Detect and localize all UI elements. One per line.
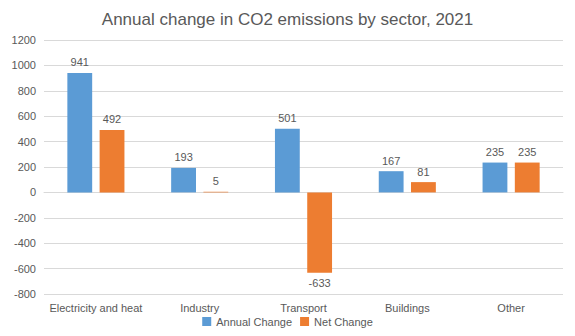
svg-text:200: 200 [18,161,36,173]
svg-text:-633: -633 [309,277,331,289]
svg-text:Electricity and heat: Electricity and heat [49,302,142,314]
svg-text:81: 81 [417,166,429,178]
svg-text:167: 167 [382,155,400,167]
svg-text:-600: -600 [14,263,36,275]
svg-text:Other: Other [497,302,525,314]
svg-text:235: 235 [486,146,504,158]
svg-text:-400: -400 [14,237,36,249]
svg-text:193: 193 [174,151,192,163]
svg-text:Annual change in CO2 emissions: Annual change in CO2 emissions by sector… [102,10,473,29]
svg-text:-200: -200 [14,212,36,224]
svg-text:492: 492 [103,113,121,125]
svg-text:0: 0 [30,186,36,198]
svg-text:Transport: Transport [280,302,327,314]
svg-text:235: 235 [518,146,536,158]
svg-text:800: 800 [18,85,36,97]
svg-text:501: 501 [278,112,296,124]
svg-text:5: 5 [213,175,219,187]
svg-text:941: 941 [71,56,89,68]
svg-text:-800: -800 [14,288,36,300]
svg-text:600: 600 [18,110,36,122]
svg-text:Annual Change: Annual Change [216,316,292,328]
svg-text:1200: 1200 [12,34,36,46]
svg-text:400: 400 [18,136,36,148]
svg-text:Industry: Industry [180,302,220,314]
svg-text:Buildings: Buildings [385,302,430,314]
svg-text:1000: 1000 [12,59,36,71]
svg-text:Net Change: Net Change [314,316,373,328]
